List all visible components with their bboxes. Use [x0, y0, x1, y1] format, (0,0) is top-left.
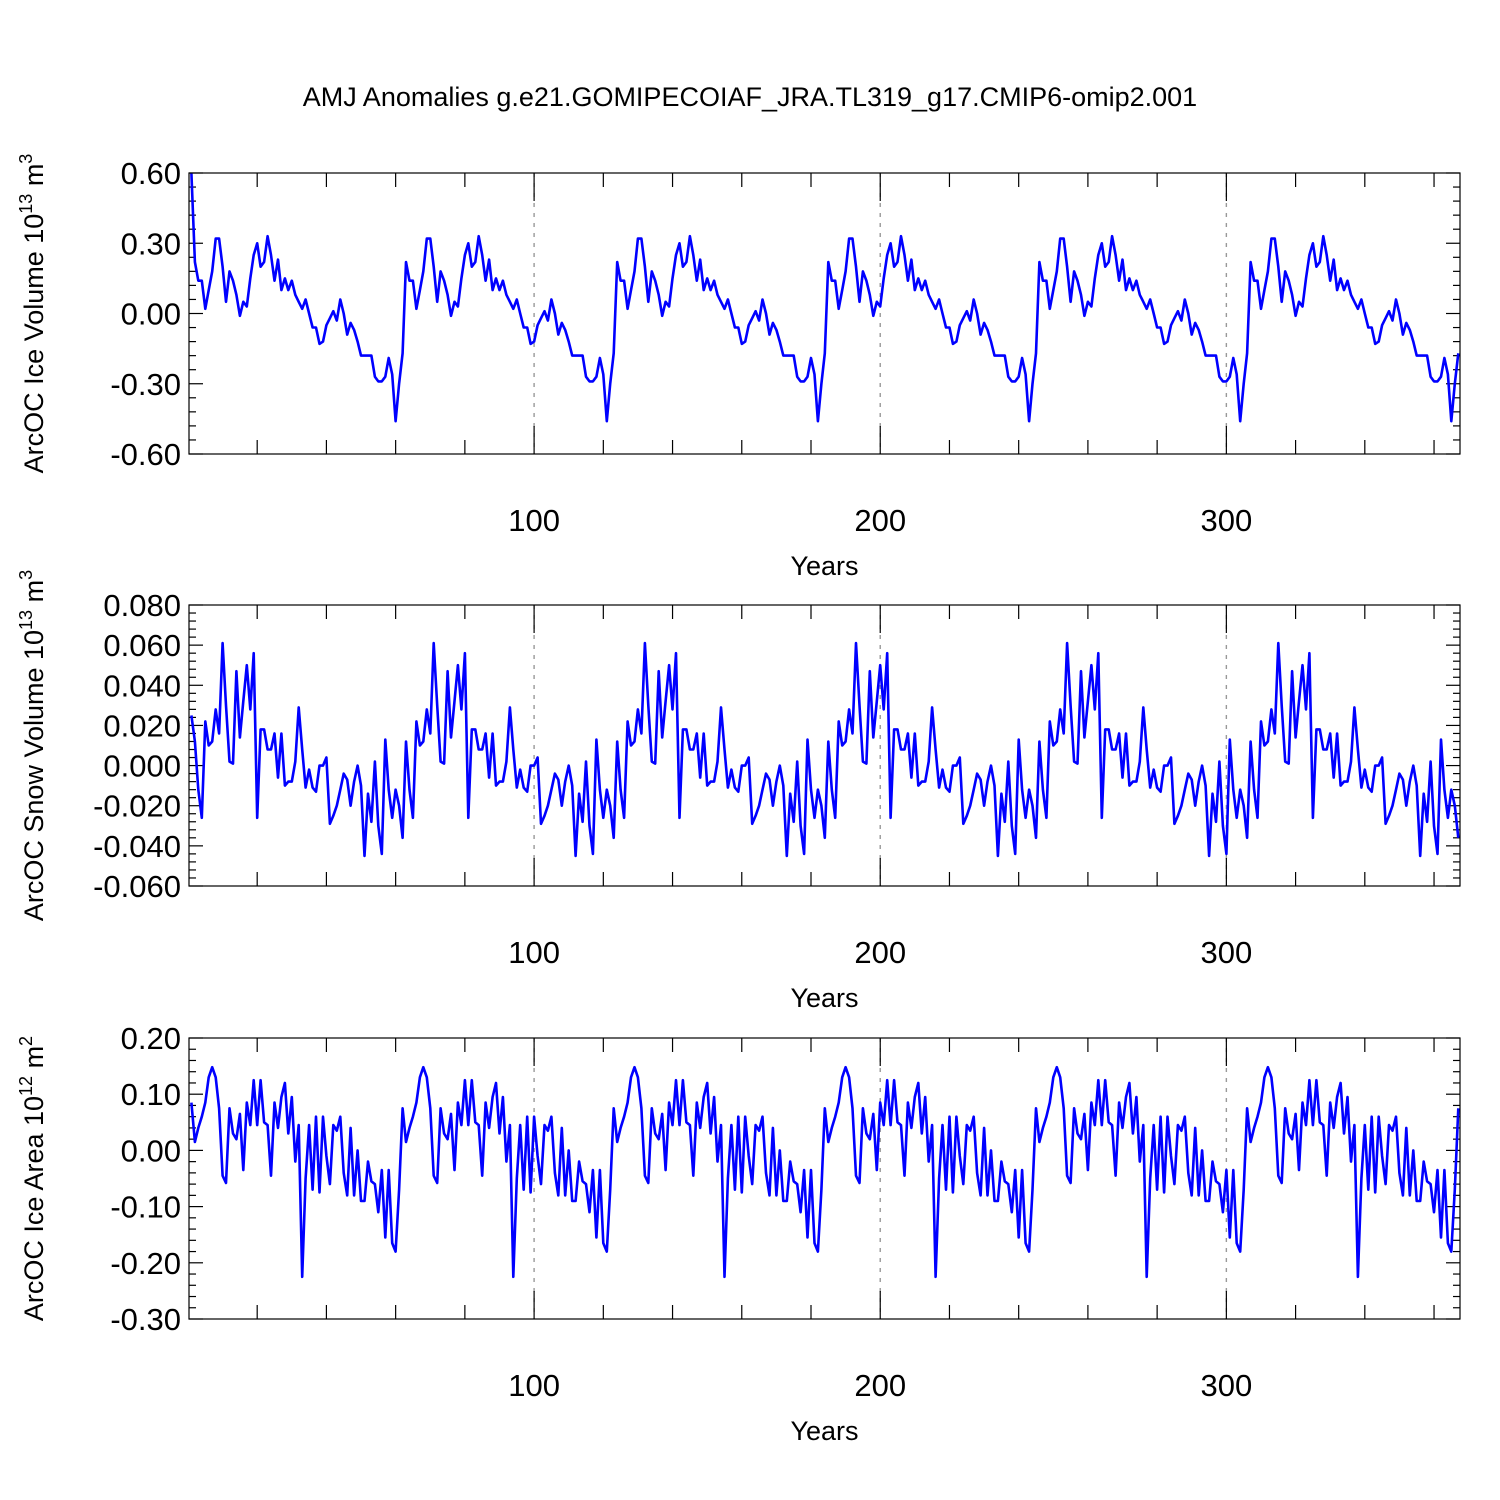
- y-tick-label: -0.30: [110, 1302, 181, 1337]
- series-line-ice-volume: [190, 172, 1460, 423]
- x-tick-label: 300: [1200, 1368, 1252, 1403]
- series-line-snow-volume: [190, 641, 1460, 858]
- y-tick-label: 0.60: [121, 156, 181, 191]
- x-tick-label: 300: [1200, 935, 1252, 970]
- plot-frame: [188, 172, 1461, 455]
- y-axis-label: ArcOC Ice Volume 1013 m3: [16, 154, 49, 474]
- y-tick-label: 0.30: [121, 226, 181, 261]
- y-tick-label: -0.040: [93, 829, 181, 864]
- y-tick-label: -0.020: [93, 789, 181, 824]
- y-tick-label: 0.080: [103, 588, 181, 623]
- y-axis-label: ArcOC Snow Volume 1013 m3: [16, 570, 49, 921]
- y-tick-label: 0.20: [121, 1021, 181, 1056]
- y-tick-label: -0.10: [110, 1190, 181, 1225]
- y-tick-label: 0.040: [103, 668, 181, 703]
- x-tick-label: 200: [854, 1368, 906, 1403]
- series-line-ice-area: [190, 1065, 1460, 1279]
- plot-frame: [188, 1037, 1461, 1320]
- y-tick-label: 0.00: [121, 297, 181, 332]
- y-tick-label: 0.00: [121, 1133, 181, 1168]
- x-axis-label: Years: [790, 551, 858, 581]
- y-axis-label: ArcOC Ice Area 1012 m2: [16, 1036, 49, 1321]
- y-tick-label: -0.060: [93, 869, 181, 904]
- panel-ice-volume: 0.60 0.30 0.00 -0.30 -0.60 100 200 300 Years ArcO…: [16, 154, 1461, 581]
- panel-ice-area: 0.20 0.10 0.00 -0.10 -0.20 -0.30 100 200 300 Year…: [16, 1021, 1461, 1446]
- y-tick-label: 0.000: [103, 749, 181, 784]
- x-tick-label: 100: [508, 503, 560, 538]
- panel-snow-volume: 0.080 0.060 0.040 0.020 0.000 -0.020 -0.040 -0.…: [16, 570, 1461, 1013]
- x-tick-label: 200: [854, 935, 906, 970]
- y-tick-label: -0.30: [110, 367, 181, 402]
- y-tick-label: 0.10: [121, 1077, 181, 1112]
- y-tick-label: -0.60: [110, 437, 181, 472]
- x-axis-label: Years: [790, 983, 858, 1013]
- x-axis-label: Years: [790, 1416, 858, 1446]
- plot-frame: [188, 604, 1461, 887]
- y-tick-label: 0.020: [103, 708, 181, 743]
- x-tick-label: 100: [508, 1368, 560, 1403]
- y-tick-label: -0.20: [110, 1246, 181, 1281]
- x-tick-label: 200: [854, 503, 906, 538]
- y-tick-label: 0.060: [103, 628, 181, 663]
- x-tick-label: 100: [508, 935, 560, 970]
- chart-title: AMJ Anomalies g.e21.GOMIPECOIAF_JRA.TL31…: [303, 82, 1197, 112]
- x-tick-label: 300: [1200, 503, 1252, 538]
